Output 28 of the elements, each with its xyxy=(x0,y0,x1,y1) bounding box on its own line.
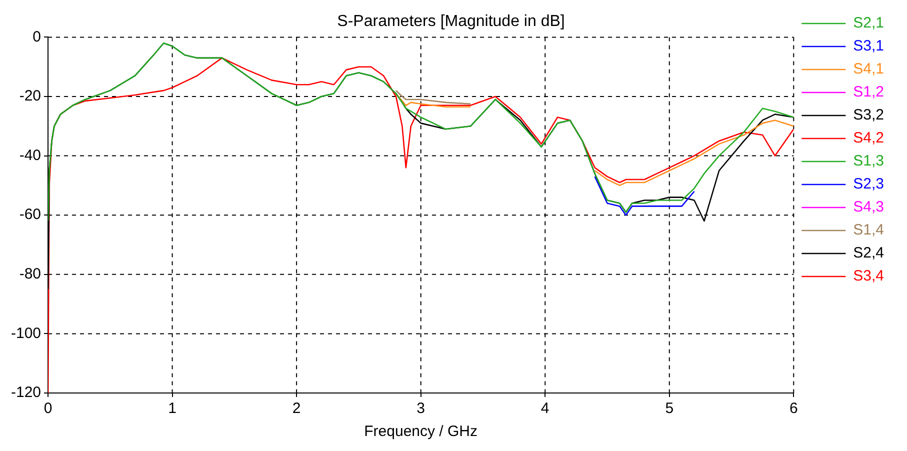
y-tick-label: -120 xyxy=(10,384,42,402)
x-tick-label: 3 xyxy=(416,400,426,418)
legend-label: S1,2 xyxy=(853,84,884,101)
x-tick-label: 1 xyxy=(168,400,176,418)
x-tick-label: 6 xyxy=(789,400,798,418)
chart-title: S-Parameters [Magnitude in dB] xyxy=(337,13,565,30)
y-tick-label: -80 xyxy=(19,266,42,283)
legend-label: S3,2 xyxy=(853,106,884,124)
x-tick-label: 5 xyxy=(665,400,674,418)
y-tick-label: -60 xyxy=(19,206,42,224)
y-tick-label: -100 xyxy=(10,324,42,342)
legend-label: S2,4 xyxy=(853,244,884,262)
legend-label: S3,1 xyxy=(853,38,884,55)
x-tick-label: 4 xyxy=(540,400,550,418)
legend-label: S4,2 xyxy=(853,130,884,147)
x-axis-title: Frequency / GHz xyxy=(364,423,478,440)
y-tick-label: -20 xyxy=(19,88,42,105)
legend-label: S4,3 xyxy=(853,198,884,216)
y-tick-label: -40 xyxy=(19,146,42,164)
y-tick-label: 0 xyxy=(32,28,42,46)
legend-label: S4,1 xyxy=(853,60,884,78)
legend-label: S3,4 xyxy=(853,268,884,285)
x-tick-label: 2 xyxy=(292,400,301,418)
legend-label: S1,3 xyxy=(853,152,884,170)
legend-label: S1,4 xyxy=(853,222,884,239)
x-tick-label: 0 xyxy=(44,400,52,418)
legend-label: S2,3 xyxy=(853,176,884,193)
legend-label: S2,1 xyxy=(853,14,884,32)
